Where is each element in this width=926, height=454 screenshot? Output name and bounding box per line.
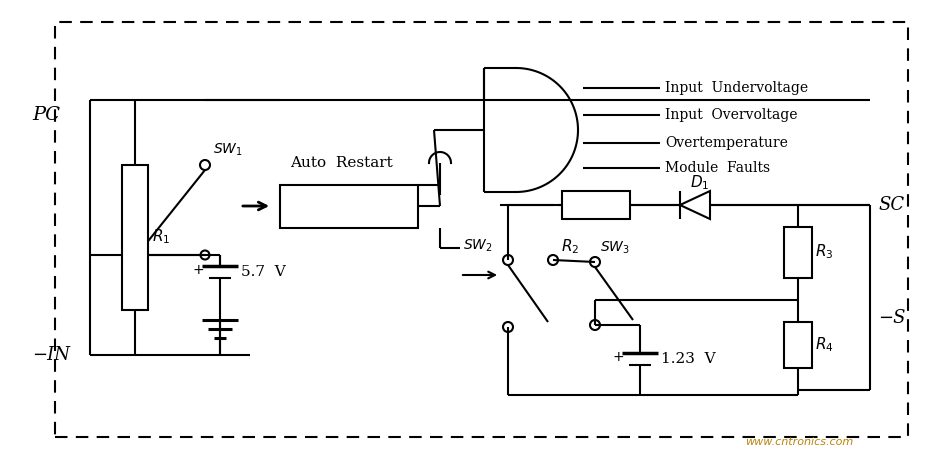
- Text: $R_4$: $R_4$: [815, 336, 833, 355]
- Text: $SW_2$: $SW_2$: [463, 238, 493, 254]
- Text: Module  Faults: Module Faults: [665, 161, 770, 175]
- Text: Overtemperature: Overtemperature: [665, 136, 788, 150]
- Text: $SW_3$: $SW_3$: [600, 240, 630, 256]
- Text: −S: −S: [878, 309, 906, 327]
- Text: Input  Undervoltage: Input Undervoltage: [665, 81, 808, 95]
- Polygon shape: [680, 191, 710, 219]
- Bar: [562, 191, 630, 219]
- Text: Input  Overvoltage: Input Overvoltage: [665, 108, 797, 122]
- Text: +: +: [192, 263, 204, 277]
- Text: +: +: [612, 350, 623, 364]
- Text: Auto  Restart: Auto Restart: [290, 156, 393, 170]
- Bar: [122, 165, 148, 310]
- Text: 1.23  V: 1.23 V: [661, 352, 716, 366]
- Text: PC: PC: [32, 106, 60, 124]
- Text: www.cntronics.com: www.cntronics.com: [745, 437, 853, 447]
- Text: $SW_1$: $SW_1$: [213, 142, 243, 158]
- Text: SC: SC: [878, 196, 904, 214]
- Text: 5.7  V: 5.7 V: [241, 265, 286, 279]
- Bar: [784, 322, 812, 368]
- Bar: [784, 227, 812, 278]
- Text: $R_1$: $R_1$: [152, 227, 170, 247]
- Text: $D_1$: $D_1$: [690, 173, 709, 192]
- Bar: [280, 185, 418, 228]
- Text: −IN: −IN: [32, 346, 70, 364]
- Text: $R_3$: $R_3$: [815, 242, 833, 262]
- Text: $R_2$: $R_2$: [561, 237, 580, 257]
